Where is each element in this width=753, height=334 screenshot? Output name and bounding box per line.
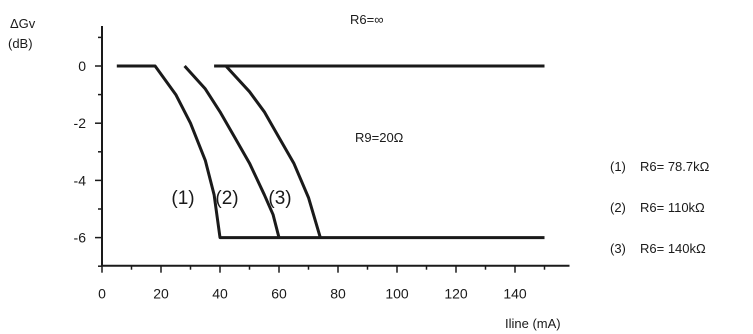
- x-tick-label: 20: [153, 286, 169, 302]
- annotation-r6-inf: R6=∞: [350, 12, 383, 27]
- y-tick-label: 0: [78, 58, 86, 74]
- x-tick-label: 80: [330, 286, 346, 302]
- series-lines: [116, 64, 545, 240]
- legend-entry-1: R6= 78.7kΩ: [640, 159, 710, 174]
- x-tick-label: 0: [98, 286, 106, 302]
- y-axis-unit: (dB): [8, 36, 33, 51]
- annotation-r9: R9=20Ω: [355, 130, 404, 145]
- legend-entry-2: R6= 110kΩ: [640, 200, 705, 215]
- x-tick-label: 40: [212, 286, 228, 302]
- legend-key-2: (2): [610, 200, 626, 215]
- chart-labels: 0 -2 -4 -6 0 20 40 60 80 100 120 140 ΔGv (dB) Iline (m…: [8, 12, 710, 331]
- series-line-1: [116, 64, 545, 240]
- series-line-2: [183, 64, 281, 238]
- legend-entry-3: R6= 140kΩ: [640, 241, 706, 256]
- axes: [95, 26, 570, 273]
- y-tick-label: -4: [74, 172, 87, 188]
- x-tick-label: 60: [271, 286, 287, 302]
- curve-label-3: (3): [268, 188, 291, 209]
- x-tick-label: 100: [385, 286, 409, 302]
- y-tick-label: -6: [74, 230, 87, 246]
- x-axis-title: Iline (mA): [505, 316, 561, 331]
- legend-key-1: (1): [610, 159, 626, 174]
- legend-key-3: (3): [610, 241, 626, 256]
- x-tick-label: 140: [503, 286, 527, 302]
- series-line-3: [214, 64, 322, 239]
- curve-label-1: (1): [171, 188, 194, 209]
- y-axis-title: ΔGv: [10, 16, 36, 31]
- y-tick-label: -2: [74, 115, 87, 131]
- x-tick-label: 120: [444, 286, 468, 302]
- curve-label-2: (2): [215, 188, 238, 209]
